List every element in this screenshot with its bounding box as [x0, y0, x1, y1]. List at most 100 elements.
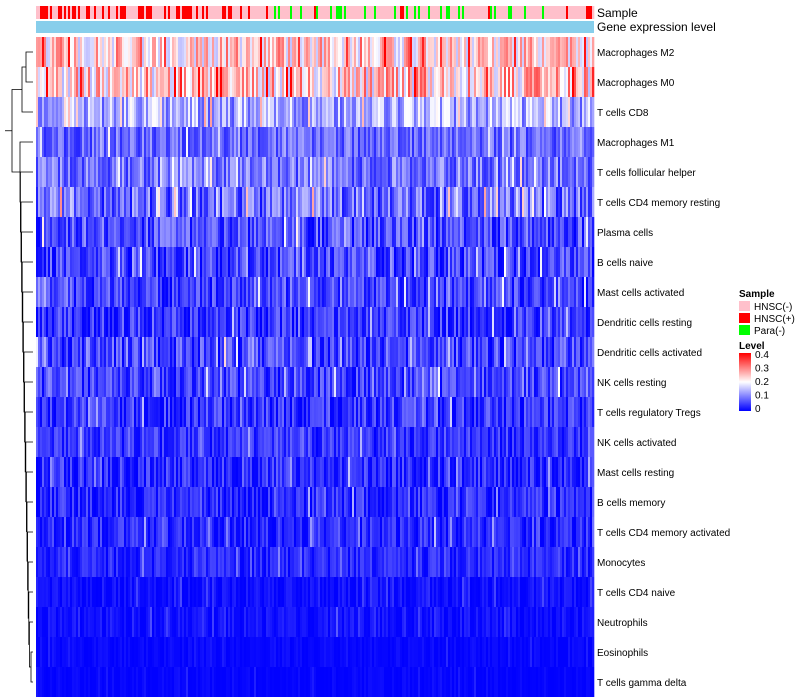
- sample-annotation-cell: [584, 6, 587, 19]
- heatmap-cell: [268, 397, 271, 427]
- heatmap-cell: [302, 487, 305, 517]
- heatmap-cell: [266, 277, 269, 307]
- heatmap-cell: [198, 367, 201, 397]
- heatmap-cell: [330, 217, 333, 247]
- heatmap-cell: [310, 367, 313, 397]
- heatmap-cell: [196, 397, 199, 427]
- heatmap-cell: [256, 37, 259, 67]
- heatmap-cell: [238, 367, 241, 397]
- heatmap-cell: [420, 397, 423, 427]
- heatmap-cell: [498, 277, 501, 307]
- heatmap-cell: [472, 187, 475, 217]
- sample-annotation-cell: [170, 6, 173, 19]
- heatmap-cell: [166, 187, 169, 217]
- heatmap-cell: [52, 307, 55, 337]
- heatmap-cell: [160, 337, 163, 367]
- heatmap-cell: [378, 397, 381, 427]
- heatmap-cell: [92, 127, 95, 157]
- heatmap-cell: [116, 247, 119, 277]
- heatmap-cell: [566, 337, 569, 367]
- heatmap-cell: [400, 517, 403, 547]
- heatmap-cell: [374, 337, 377, 367]
- sample-annotation-cell: [38, 6, 41, 19]
- heatmap-cell: [508, 127, 511, 157]
- heatmap-cell: [108, 517, 111, 547]
- heatmap-cell: [376, 487, 379, 517]
- heatmap-cell: [124, 247, 127, 277]
- heatmap-cell: [380, 157, 383, 187]
- heatmap-cell: [324, 487, 327, 517]
- heatmap-cell: [252, 517, 255, 547]
- heatmap-cell: [92, 427, 95, 457]
- heatmap-cell: [452, 337, 455, 367]
- heatmap-cell: [142, 307, 145, 337]
- heatmap-cell: [158, 427, 161, 457]
- heatmap-cell: [294, 157, 297, 187]
- heatmap-cell: [428, 157, 431, 187]
- heatmap-cell: [404, 247, 407, 277]
- heatmap-cell: [494, 367, 497, 397]
- heatmap-cell: [302, 367, 305, 397]
- heatmap-cell: [40, 427, 43, 457]
- heatmap-cell: [574, 307, 577, 337]
- sample-annotation-cell: [244, 6, 247, 19]
- heatmap-cell: [320, 397, 323, 427]
- heatmap-cell: [104, 67, 107, 97]
- heatmap-cell: [380, 307, 383, 337]
- heatmap-cell: [254, 427, 257, 457]
- heatmap-cell: [136, 277, 139, 307]
- heatmap-cell: [232, 67, 235, 97]
- heatmap-cell: [414, 127, 417, 157]
- heatmap-cell: [360, 217, 363, 247]
- heatmap-cell: [310, 157, 313, 187]
- heatmap-cell: [40, 187, 43, 217]
- heatmap-cell: [318, 337, 321, 367]
- heatmap-cell: [178, 37, 181, 67]
- heatmap-cell: [98, 337, 101, 367]
- heatmap-cell: [56, 307, 59, 337]
- sample-annotation-cell: [226, 6, 229, 19]
- heatmap-cell: [256, 127, 259, 157]
- heatmap-cell: [78, 457, 81, 487]
- heatmap-cell: [550, 427, 553, 457]
- heatmap-cell: [268, 67, 271, 97]
- heatmap-cell: [294, 337, 297, 367]
- heatmap-cell: [466, 247, 469, 277]
- heatmap-cell: [248, 367, 251, 397]
- heatmap-cell: [382, 97, 385, 127]
- sample-annotation-cell: [394, 6, 397, 19]
- heatmap-cell: [232, 307, 235, 337]
- heatmap-cell: [542, 67, 545, 97]
- heatmap-cell: [490, 187, 493, 217]
- heatmap-cell: [70, 367, 73, 397]
- heatmap-cell: [326, 67, 329, 97]
- heatmap-cell: [190, 67, 193, 97]
- heatmap-cell: [282, 67, 285, 97]
- heatmap-cell: [114, 187, 117, 217]
- heatmap-cell: [570, 67, 573, 97]
- heatmap-cell: [460, 217, 463, 247]
- heatmap-cell: [190, 487, 193, 517]
- heatmap-cell: [484, 97, 487, 127]
- heatmap-cell: [310, 307, 313, 337]
- heatmap-cell: [592, 157, 595, 187]
- heatmap-cell: [350, 397, 353, 427]
- heatmap-cell: [206, 307, 209, 337]
- sample-annotation-cell: [502, 6, 505, 19]
- heatmap-cell: [306, 37, 309, 67]
- heatmap-cell: [272, 457, 275, 487]
- heatmap-cell: [252, 217, 255, 247]
- heatmap-cell: [182, 307, 185, 337]
- heatmap-cell: [50, 37, 53, 67]
- heatmap-cell: [66, 457, 69, 487]
- heatmap-cell: [260, 217, 263, 247]
- heatmap-cell: [220, 247, 223, 277]
- heatmap-cell: [110, 397, 113, 427]
- heatmap-cell: [96, 457, 99, 487]
- sample-annotation-cell: [550, 6, 553, 19]
- heatmap-cell: [192, 67, 195, 97]
- heatmap-cell: [106, 97, 109, 127]
- heatmap-cell: [402, 67, 405, 97]
- heatmap-cell: [310, 397, 313, 427]
- heatmap-cell: [364, 157, 367, 187]
